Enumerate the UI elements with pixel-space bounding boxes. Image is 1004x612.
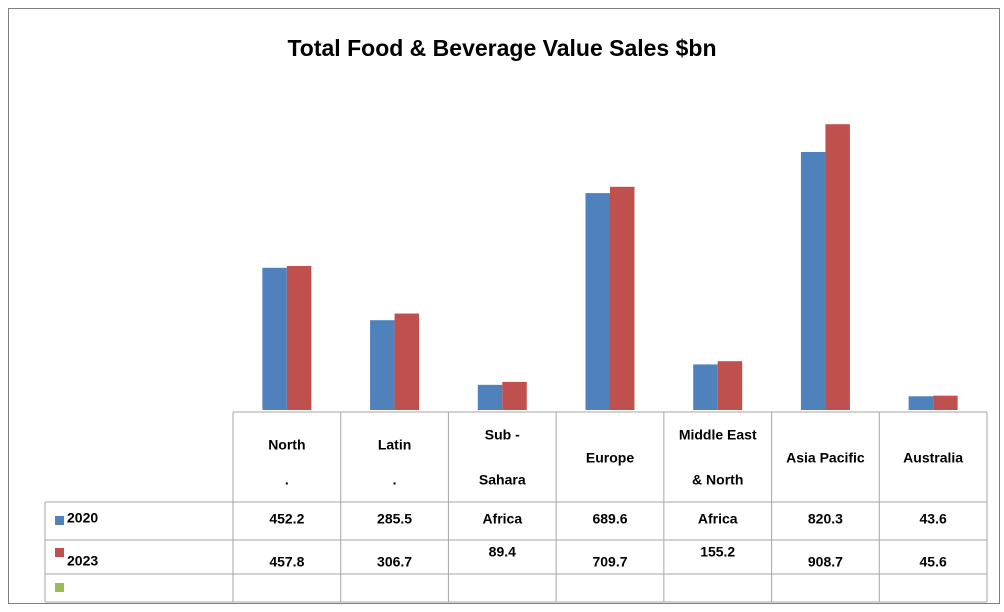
category-label: Latin (378, 437, 411, 453)
legend-swatch (55, 516, 64, 525)
value-label: 452.2 (269, 511, 304, 527)
chart-title: Total Food & Beverage Value Sales $bn (287, 35, 716, 61)
bar (933, 395, 958, 410)
legend-label: 2020 (67, 510, 98, 526)
bar (693, 364, 718, 410)
bar (717, 361, 743, 410)
category-label: . (285, 472, 289, 488)
value-label: 45.6 (920, 554, 947, 570)
value-label: 709.7 (592, 554, 627, 570)
category-label: Middle East (679, 427, 757, 443)
bar (286, 266, 312, 410)
bar (908, 396, 934, 410)
value-label: 43.6 (920, 511, 947, 527)
category-label: . (393, 472, 397, 488)
bar (502, 381, 527, 410)
bar (825, 124, 850, 410)
value-label: 908.7 (808, 554, 843, 570)
category-label: & North (692, 472, 743, 488)
value-label: 89.4 (489, 544, 516, 560)
legend-swatch (55, 548, 64, 557)
bar (262, 267, 287, 410)
category-label: Asia Pacific (786, 450, 865, 466)
category-label: Africa (482, 511, 522, 527)
value-label: 457.8 (269, 554, 304, 570)
category-label: Sahara (479, 472, 526, 488)
bar (610, 186, 635, 410)
value-label: 155.2 (700, 544, 735, 560)
category-label: Sub - (485, 427, 520, 443)
category-label: North (268, 437, 305, 453)
bar (477, 384, 503, 410)
bar (585, 193, 610, 410)
bar (800, 152, 826, 410)
value-label: 820.3 (808, 511, 843, 527)
legend-label: 2023 (67, 553, 98, 569)
legend-swatch (55, 583, 64, 592)
value-label: 285.5 (377, 511, 412, 527)
category-label: Africa (698, 511, 738, 527)
category-label: Europe (586, 450, 634, 466)
bar (370, 320, 395, 410)
bar (394, 313, 420, 410)
category-label: Australia (903, 450, 963, 466)
value-label: 306.7 (377, 554, 412, 570)
value-label: 689.6 (592, 511, 627, 527)
